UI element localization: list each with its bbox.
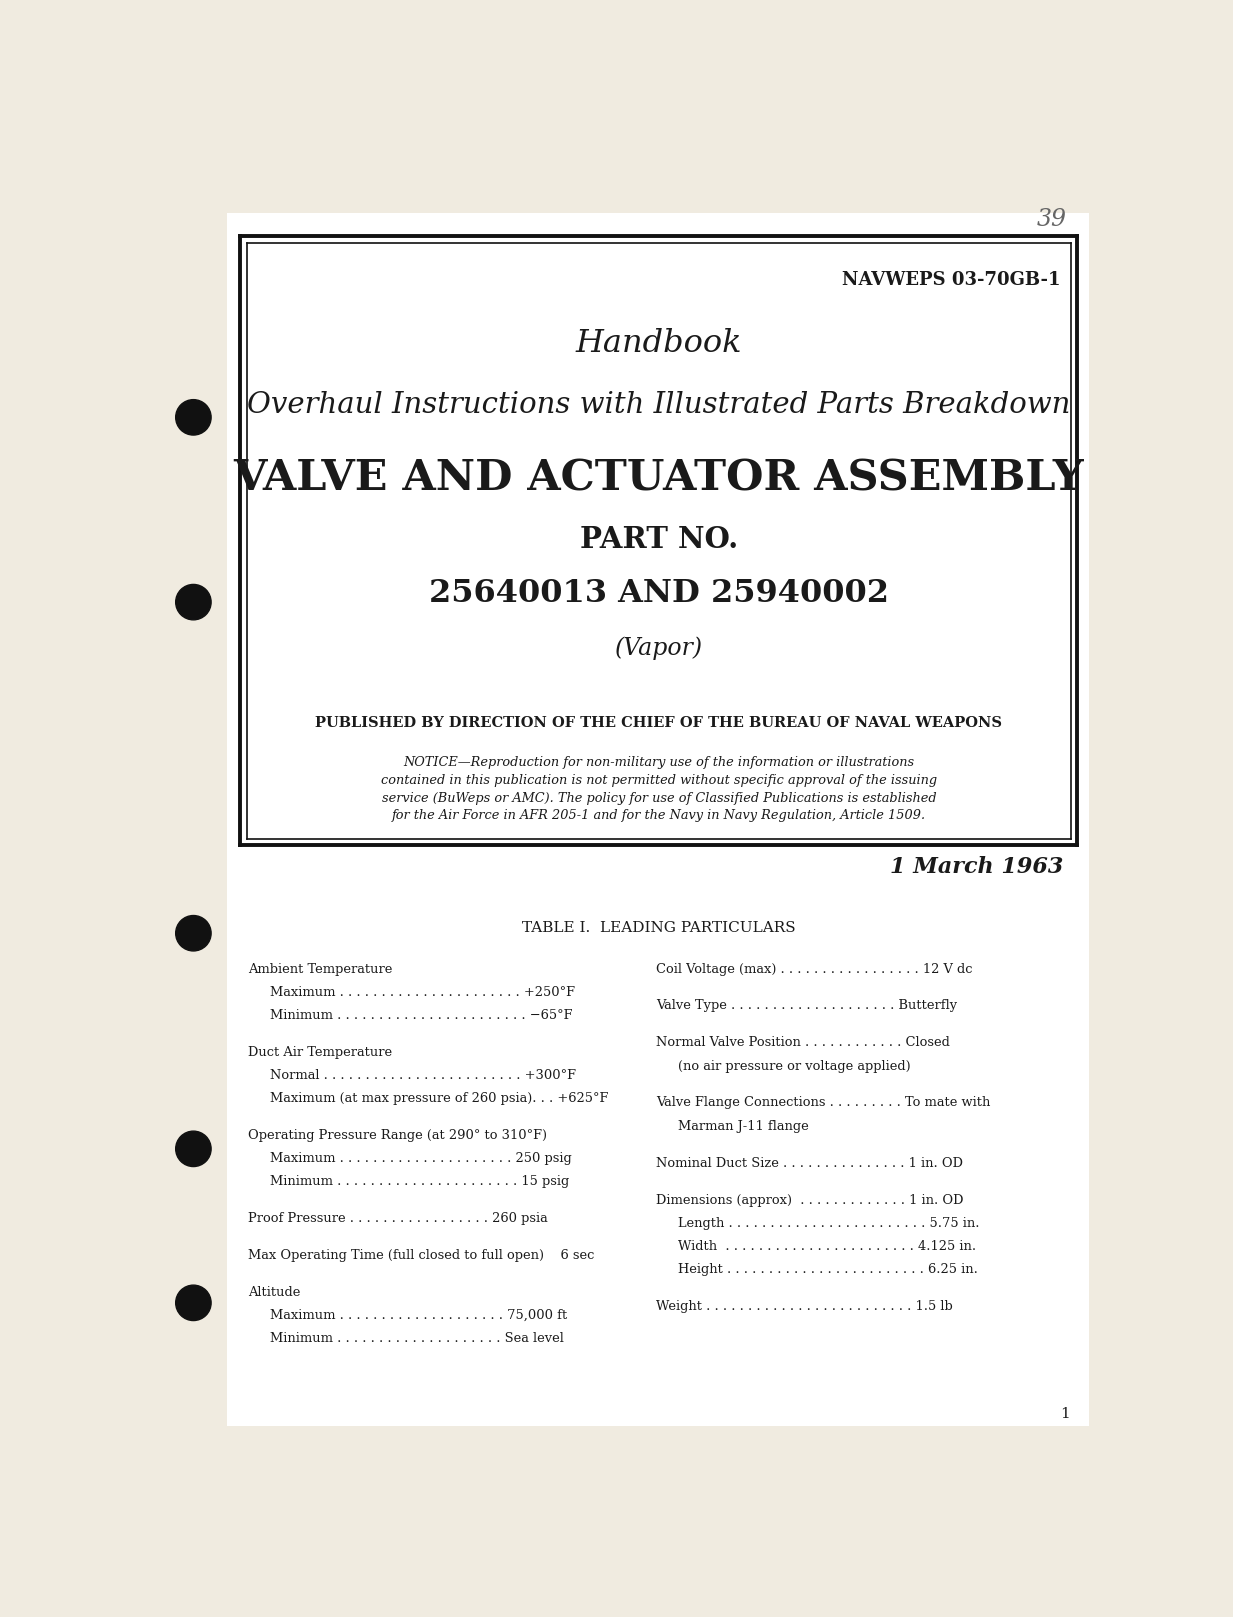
- Text: Normal Valve Position . . . . . . . . . . . . Closed: Normal Valve Position . . . . . . . . . …: [656, 1036, 951, 1049]
- Text: Minimum . . . . . . . . . . . . . . . . . . . . . . . −65°F: Minimum . . . . . . . . . . . . . . . . …: [270, 1009, 572, 1022]
- Text: Ambient Temperature: Ambient Temperature: [248, 962, 392, 975]
- Text: PART NO.: PART NO.: [580, 526, 739, 555]
- Text: service (BuWeps or AMC). The policy for use of Classified Publications is establ: service (BuWeps or AMC). The policy for …: [381, 792, 936, 805]
- Text: NOTICE—Reproduction for non-military use of the information or illustrations: NOTICE—Reproduction for non-military use…: [403, 757, 915, 770]
- Text: Valve Type . . . . . . . . . . . . . . . . . . . . Butterfly: Valve Type . . . . . . . . . . . . . . .…: [656, 999, 957, 1012]
- Circle shape: [175, 399, 211, 435]
- Text: Nominal Duct Size . . . . . . . . . . . . . . . 1 in. OD: Nominal Duct Size . . . . . . . . . . . …: [656, 1156, 963, 1169]
- Text: Operating Pressure Range (at 290° to 310°F): Operating Pressure Range (at 290° to 310…: [248, 1129, 547, 1142]
- Text: NAVWEPS 03-70GB-1: NAVWEPS 03-70GB-1: [842, 272, 1060, 289]
- Text: Length . . . . . . . . . . . . . . . . . . . . . . . . 5.75 in.: Length . . . . . . . . . . . . . . . . .…: [678, 1216, 979, 1229]
- Circle shape: [175, 584, 211, 619]
- Text: 25640013 AND 25940002: 25640013 AND 25940002: [429, 579, 889, 610]
- Text: (no air pressure or voltage applied): (no air pressure or voltage applied): [678, 1059, 910, 1072]
- Text: Proof Pressure . . . . . . . . . . . . . . . . . 260 psia: Proof Pressure . . . . . . . . . . . . .…: [248, 1213, 547, 1226]
- Text: Coil Voltage (max) . . . . . . . . . . . . . . . . . 12 V dc: Coil Voltage (max) . . . . . . . . . . .…: [656, 962, 973, 975]
- Text: Duct Air Temperature: Duct Air Temperature: [248, 1046, 392, 1059]
- Text: Minimum . . . . . . . . . . . . . . . . . . . . Sea level: Minimum . . . . . . . . . . . . . . . . …: [270, 1332, 563, 1345]
- Text: Maximum . . . . . . . . . . . . . . . . . . . . . . +250°F: Maximum . . . . . . . . . . . . . . . . …: [270, 986, 575, 999]
- Text: Maximum . . . . . . . . . . . . . . . . . . . . 75,000 ft: Maximum . . . . . . . . . . . . . . . . …: [270, 1310, 567, 1323]
- Text: Altitude: Altitude: [248, 1286, 301, 1298]
- Text: TABLE I.  LEADING PARTICULARS: TABLE I. LEADING PARTICULARS: [522, 920, 795, 935]
- Text: 1 March 1963: 1 March 1963: [890, 855, 1064, 878]
- Text: 39: 39: [1037, 209, 1067, 231]
- Text: Maximum (at max pressure of 260 psia). . . +625°F: Maximum (at max pressure of 260 psia). .…: [270, 1091, 608, 1104]
- Circle shape: [175, 915, 211, 951]
- Text: PUBLISHED BY DIRECTION OF THE CHIEF OF THE BUREAU OF NAVAL WEAPONS: PUBLISHED BY DIRECTION OF THE CHIEF OF T…: [316, 716, 1002, 729]
- Text: for the Air Force in AFR 205-1 and for the Navy in Navy Regulation, Article 1509: for the Air Force in AFR 205-1 and for t…: [392, 808, 926, 823]
- Text: 1: 1: [1060, 1407, 1070, 1421]
- Text: Overhaul Instructions with Illustrated Parts Breakdown: Overhaul Instructions with Illustrated P…: [247, 391, 1070, 419]
- Text: Max Operating Time (full closed to full open)    6 sec: Max Operating Time (full closed to full …: [248, 1248, 594, 1261]
- Text: VALVE AND ACTUATOR ASSEMBLY: VALVE AND ACTUATOR ASSEMBLY: [233, 458, 1084, 500]
- Circle shape: [175, 1286, 211, 1321]
- Text: Handbook: Handbook: [576, 328, 742, 359]
- Text: Dimensions (approx)  . . . . . . . . . . . . . 1 in. OD: Dimensions (approx) . . . . . . . . . . …: [656, 1193, 964, 1206]
- Text: contained in this publication is not permitted without specific approval of the : contained in this publication is not per…: [381, 775, 937, 787]
- Text: Marman J-11 flange: Marman J-11 flange: [678, 1119, 809, 1132]
- Text: Width  . . . . . . . . . . . . . . . . . . . . . . . 4.125 in.: Width . . . . . . . . . . . . . . . . . …: [678, 1240, 975, 1253]
- Text: Normal . . . . . . . . . . . . . . . . . . . . . . . . +300°F: Normal . . . . . . . . . . . . . . . . .…: [270, 1069, 576, 1082]
- Text: (Vapor): (Vapor): [615, 635, 703, 660]
- Text: Height . . . . . . . . . . . . . . . . . . . . . . . . 6.25 in.: Height . . . . . . . . . . . . . . . . .…: [678, 1263, 978, 1276]
- Text: Maximum . . . . . . . . . . . . . . . . . . . . . 250 psig: Maximum . . . . . . . . . . . . . . . . …: [270, 1151, 571, 1164]
- Text: Minimum . . . . . . . . . . . . . . . . . . . . . . 15 psig: Minimum . . . . . . . . . . . . . . . . …: [270, 1176, 568, 1188]
- Circle shape: [175, 1132, 211, 1166]
- Text: Valve Flange Connections . . . . . . . . . To mate with: Valve Flange Connections . . . . . . . .…: [656, 1096, 990, 1109]
- Text: Weight . . . . . . . . . . . . . . . . . . . . . . . . . 1.5 lb: Weight . . . . . . . . . . . . . . . . .…: [656, 1300, 953, 1313]
